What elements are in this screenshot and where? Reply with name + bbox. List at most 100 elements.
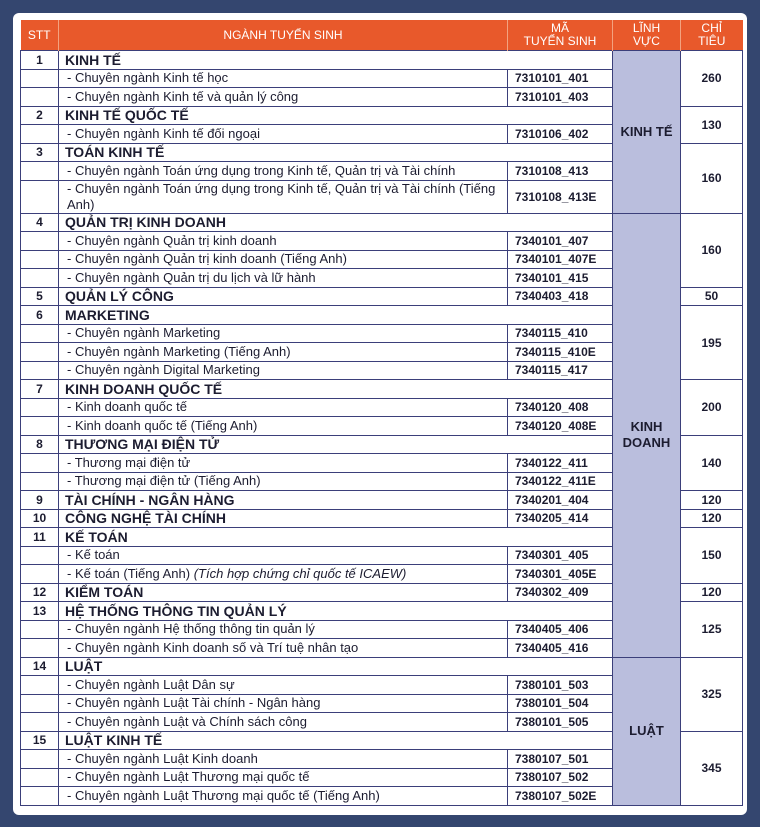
table-row-specialization: - Chuyên ngành Luật Thương mại quốc tế (… <box>20 786 743 806</box>
major-name: LUẬT KINH TẾ <box>58 730 613 750</box>
field-cell: KINH TẾ <box>612 50 681 214</box>
specialization-label: - Chuyên ngành Kinh tế đối ngoại <box>67 125 260 141</box>
specialization-label: - Chuyên ngành Luật Kinh doanh <box>67 750 258 766</box>
specialization-label: - Kế toán (Tiếng Anh) <box>67 565 191 581</box>
specialization-code: 7340115_410E <box>507 342 613 362</box>
specialization-label: - Chuyên ngành Marketing (Tiếng Anh) <box>67 343 291 359</box>
stt-cell-empty <box>20 268 59 288</box>
table-row-group-header: 8 THƯƠNG MẠI ĐIỆN TỬ 140 <box>20 434 743 491</box>
table-row-specialization: - Chuyên ngành Luật Tài chính - Ngân hàn… <box>20 693 743 713</box>
specialization-label: - Chuyên ngành Quản trị du lịch và lữ hà… <box>67 269 316 285</box>
header-stt: STT <box>20 20 59 51</box>
major-name: QUẢN LÝ CÔNG <box>58 286 508 306</box>
specialization-code: 7310106_402 <box>507 124 613 144</box>
stt-cell: 4 <box>20 212 59 232</box>
specialization-label: - Kế toán <box>67 547 120 563</box>
specialization-code: 7340101_407 <box>507 231 613 251</box>
specialization-label: - Chuyên ngành Kinh tế học <box>67 70 229 86</box>
table-row-specialization: - Chuyên ngành Kinh tế đối ngoại 7310106_… <box>20 124 743 144</box>
header-field: LĨNH VỰC <box>612 20 681 51</box>
specialization-code: 7340101_415 <box>507 268 613 288</box>
specialization-name: - Chuyên ngành Kinh doanh số và Trí tuệ … <box>58 638 508 658</box>
stt-cell-empty <box>20 360 59 380</box>
specialization-label: - Thương mại điện tử <box>67 454 191 470</box>
major-code: 7340201_404 <box>507 490 613 510</box>
specialization-code: 7340101_407E <box>507 249 613 269</box>
specialization-name: - Kinh doanh quốc tế <box>58 397 508 417</box>
stt-cell-empty <box>20 564 59 584</box>
specialization-label: - Kinh doanh quốc tế <box>67 399 187 415</box>
major-name: TOÁN KINH TẾ <box>58 142 613 162</box>
specialization-name: - Chuyên ngành Luật Dân sự <box>58 675 508 695</box>
table-row-specialization: - Kinh doanh quốc tế (Tiếng Anh) 7340120_… <box>20 416 743 436</box>
major-name: KINH DOANH QUỐC TẾ <box>58 379 613 399</box>
table-row-specialization: - Chuyên ngành Quản trị kinh doanh 734010… <box>20 231 743 251</box>
specialization-code: 7340301_405 <box>507 545 613 565</box>
specialization-label: - Chuyên ngành Luật Tài chính - Ngân hàn… <box>67 695 321 711</box>
table-row-specialization: - Chuyên ngành Kinh tế học 7310101_401 <box>20 68 743 88</box>
stt-cell-empty <box>20 342 59 362</box>
specialization-name: - Chuyên ngành Quản trị du lịch và lữ hà… <box>58 268 508 288</box>
specialization-code: 7380101_505 <box>507 712 613 732</box>
table-row-group-header: 9 TÀI CHÍNH - NGÂN HÀNG 7340201_404 120 <box>20 490 743 510</box>
stt-cell: 6 <box>20 305 59 325</box>
quota-cell: 120 <box>680 490 743 510</box>
specialization-name: - Chuyên ngành Quản trị kinh doanh <box>58 231 508 251</box>
specialization-label: - Chuyên ngành Luật Thương mại quốc tế <box>67 769 310 785</box>
table-row-group-header: 3 TOÁN KINH TẾ 160 <box>20 142 743 214</box>
specialization-code: 7380107_501 <box>507 749 613 769</box>
major-name: THƯƠNG MẠI ĐIỆN TỬ <box>58 434 613 454</box>
specialization-label: - Chuyên ngành Toán ứng dụng trong Kinh … <box>67 162 456 178</box>
table-row-specialization: - Chuyên ngành Marketing 7340115_410 <box>20 323 743 343</box>
stt-cell-empty <box>20 87 59 107</box>
specialization-code: 7340120_408E <box>507 416 613 436</box>
stt-cell-empty <box>20 231 59 251</box>
specialization-code: 7380101_504 <box>507 693 613 713</box>
table-row-group-header: 2 KINH TẾ QUỐC TẾ 130 <box>20 105 743 144</box>
major-name: HỆ THỐNG THÔNG TIN QUẢN LÝ <box>58 601 613 621</box>
quota-cell: 50 <box>680 286 743 306</box>
stt-cell-empty <box>20 712 59 732</box>
stt-cell: 11 <box>20 527 59 547</box>
specialization-label: - Chuyên ngành Quản trị kinh doanh <box>67 232 277 248</box>
field-cell: LUẬT <box>612 656 681 806</box>
stt-cell-empty <box>20 68 59 88</box>
major-name: KINH TẾ QUỐC TẾ <box>58 105 613 125</box>
specialization-label: - Chuyên ngành Kinh tế và quản lý công <box>67 88 299 104</box>
specialization-label: - Chuyên ngành Luật Dân sự <box>67 676 235 692</box>
stt-cell-empty <box>20 545 59 565</box>
major-name: QUẢN TRỊ KINH DOANH <box>58 212 613 232</box>
stt-cell: 12 <box>20 582 59 602</box>
specialization-name: - Chuyên ngành Marketing <box>58 323 508 343</box>
specialization-label: - Chuyên ngành Marketing <box>67 325 221 341</box>
specialization-code: 7340115_410 <box>507 323 613 343</box>
stt-cell-empty <box>20 161 59 181</box>
admissions-table: STT NGÀNH TUYỂN SINH MÃ TUYỂN SINH LĨNH VỰ… <box>20 20 743 806</box>
specialization-name: - Chuyên ngành Luật và Chính sách công <box>58 712 508 732</box>
specialization-name: - Chuyên ngành Luật Tài chính - Ngân hàn… <box>58 693 508 713</box>
major-code: 7340302_409 <box>507 582 613 602</box>
stt-cell: 7 <box>20 379 59 399</box>
major-name: CÔNG NGHỆ TÀI CHÍNH <box>58 508 508 528</box>
stt-cell-empty <box>20 323 59 343</box>
specialization-name: - Kinh doanh quốc tế (Tiếng Anh) <box>58 416 508 436</box>
specialization-name: - Kế toán (Tiếng Anh) (Tích hợp chứng ch… <box>58 564 508 584</box>
major-name: KINH TẾ <box>58 50 613 70</box>
specialization-code: 7340115_417 <box>507 360 613 380</box>
specialization-code: 7310101_401 <box>507 68 613 88</box>
table-row-group-header: 4 QUẢN TRỊ KINH DOANH KINH DOANH 160 <box>20 212 743 658</box>
stt-cell: 3 <box>20 142 59 162</box>
specialization-code: 7340122_411 <box>507 453 613 473</box>
quota-cell: 125 <box>680 601 743 658</box>
specialization-label: - Chuyên ngành Luật và Chính sách công <box>67 713 307 729</box>
quota-cell: 195 <box>680 305 743 380</box>
stt-cell: 2 <box>20 105 59 125</box>
stt-cell: 1 <box>20 50 59 70</box>
table-row-specialization: - Kế toán (Tiếng Anh) (Tích hợp chứng ch… <box>20 564 743 584</box>
specialization-name: - Chuyên ngành Luật Thương mại quốc tế <box>58 767 508 787</box>
specialization-label: - Kinh doanh quốc tế (Tiếng Anh) <box>67 417 258 433</box>
specialization-code: 7340122_411E <box>507 471 613 491</box>
stt-cell-empty <box>20 249 59 269</box>
table-row-group-header: 6 MARKETING 195 <box>20 305 743 380</box>
table-row-group-header: 5 QUẢN LÝ CÔNG 7340403_418 50 <box>20 286 743 306</box>
